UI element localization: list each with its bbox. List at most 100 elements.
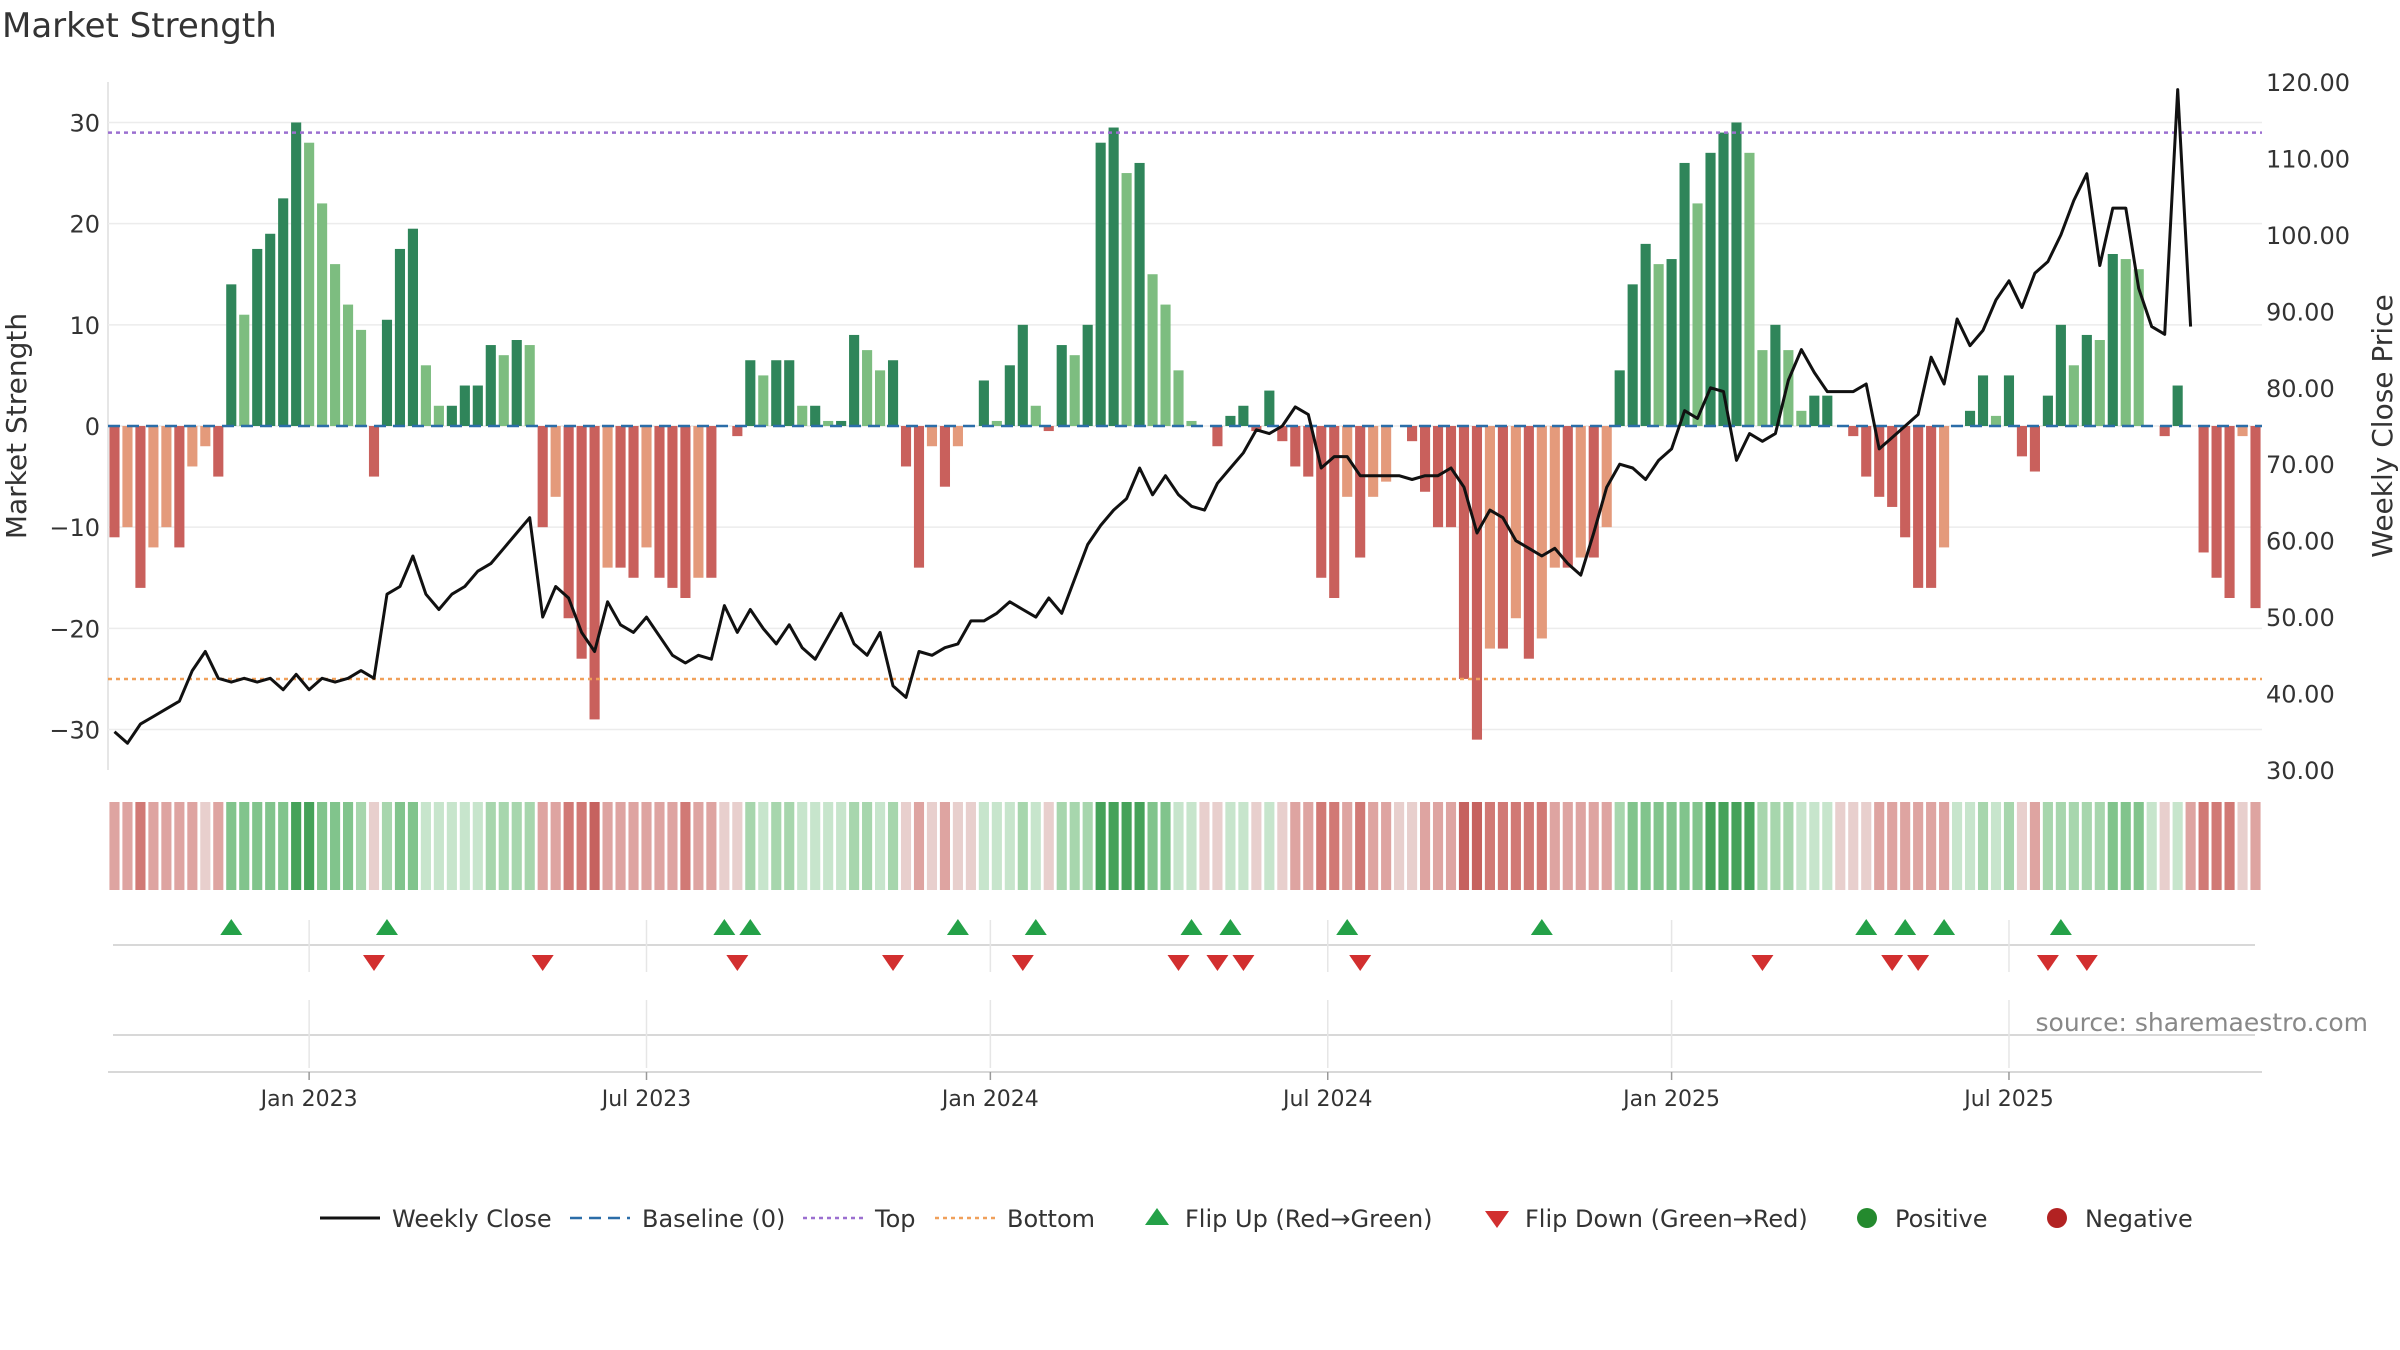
flip-up-marker (1336, 919, 1359, 935)
strength-bar (2198, 426, 2209, 553)
flip-up-marker (375, 919, 398, 935)
heat-cell (1316, 802, 1327, 890)
strength-bar (459, 385, 470, 426)
flip-down-marker (726, 955, 749, 971)
heat-cell (1108, 802, 1119, 890)
strength-bar (2172, 385, 2183, 426)
heat-cell (420, 802, 431, 890)
legend-flip-down-icon (1485, 1211, 1509, 1228)
legend-label: Positive (1895, 1205, 1988, 1233)
heat-cell (1835, 802, 1846, 890)
heat-cell (2042, 802, 2053, 890)
heat-cell (524, 802, 535, 890)
heat-cell (836, 802, 847, 890)
heat-cell (654, 802, 665, 890)
flip-up-marker (1024, 919, 1047, 935)
flip-down-marker (1881, 955, 1904, 971)
strength-bar (1510, 426, 1521, 619)
strength-bar (1562, 426, 1573, 568)
flip-up-marker (1855, 919, 1878, 935)
strength-bar (1575, 426, 1586, 558)
strength-bar (394, 248, 406, 426)
heat-cell (2185, 802, 2196, 890)
flip-down-marker (1349, 955, 1372, 971)
heat-cell (862, 802, 873, 890)
heat-cell (1471, 802, 1483, 890)
flip-up-marker (2049, 919, 2072, 935)
heat-cell (1705, 802, 1716, 890)
strength-bar (952, 426, 963, 447)
heat-cell (355, 802, 367, 890)
strength-bar (693, 426, 704, 578)
strength-bar (836, 420, 847, 426)
flip-down-marker (1167, 955, 1190, 971)
heat-cell (252, 802, 263, 890)
chart-title: Market Strength (2, 6, 277, 46)
strength-bar (239, 314, 250, 426)
strength-bar (589, 426, 600, 720)
heat-cell (1277, 802, 1288, 890)
legend-label: Weekly Close (392, 1205, 552, 1233)
strength-bar (524, 345, 535, 426)
strength-bar (2133, 269, 2144, 426)
strength-bar (1848, 426, 1859, 437)
heat-cell (1458, 802, 1470, 890)
heat-cell (1549, 802, 1560, 890)
heat-cell (2237, 802, 2248, 890)
heat-cell (446, 802, 457, 890)
heat-cell (2068, 802, 2079, 890)
heat-cell (875, 802, 886, 890)
heat-cell (2107, 802, 2118, 890)
heat-cell (1757, 802, 1768, 890)
right-axis-label: Weekly Close Price (2366, 294, 2399, 557)
left-tick-label: 0 (85, 413, 100, 441)
heat-cell (563, 802, 574, 890)
heat-cell (537, 802, 548, 890)
heat-cell (1251, 802, 1262, 890)
heat-cell (810, 802, 821, 890)
heat-cell (1355, 802, 1366, 890)
heat-cell (1264, 802, 1275, 890)
strength-bar (1614, 370, 1625, 426)
strength-bar (1082, 324, 1093, 426)
strength-bar (2003, 375, 2015, 426)
strength-bar (135, 426, 146, 588)
heat-cell (1004, 802, 1015, 890)
strength-bar (1381, 426, 1392, 482)
strength-bar (187, 426, 198, 467)
heat-cell (2003, 802, 2015, 890)
strength-bar (174, 426, 185, 548)
heat-cell (330, 802, 341, 890)
strength-bar (1368, 426, 1379, 497)
strength-bar (1523, 426, 1534, 659)
heat-cell (2159, 802, 2170, 890)
strength-bar (1355, 426, 1366, 558)
heat-cell (680, 802, 691, 890)
strength-bar (317, 203, 328, 426)
strength-bar (1627, 284, 1638, 426)
strength-bar (1588, 426, 1599, 558)
heat-cell (1861, 802, 1872, 890)
strength-bar (1809, 395, 1820, 426)
heat-cell (1381, 802, 1392, 890)
strength-bar (1134, 162, 1145, 427)
strength-bar (1238, 405, 1249, 426)
strength-bar (252, 248, 263, 426)
heat-cell (926, 802, 938, 890)
legend-circle-icon (1857, 1208, 1877, 1228)
flip-down-marker (1907, 955, 1930, 971)
right-tick-label: 110.00 (2266, 145, 2350, 173)
strength-bar (2081, 334, 2092, 426)
flip-down-marker (1232, 955, 1255, 971)
heat-cell (200, 802, 211, 890)
heat-cell (1082, 802, 1093, 890)
strength-bar (1666, 259, 1677, 426)
strength-bar (563, 426, 574, 619)
strength-bar (1316, 426, 1327, 578)
strength-bar (1484, 426, 1495, 649)
strength-bar (537, 426, 548, 528)
left-tick-label: 30 (69, 109, 100, 137)
heat-cell (2133, 802, 2144, 890)
heat-cell (1017, 802, 1028, 890)
strength-bar (2224, 426, 2235, 598)
